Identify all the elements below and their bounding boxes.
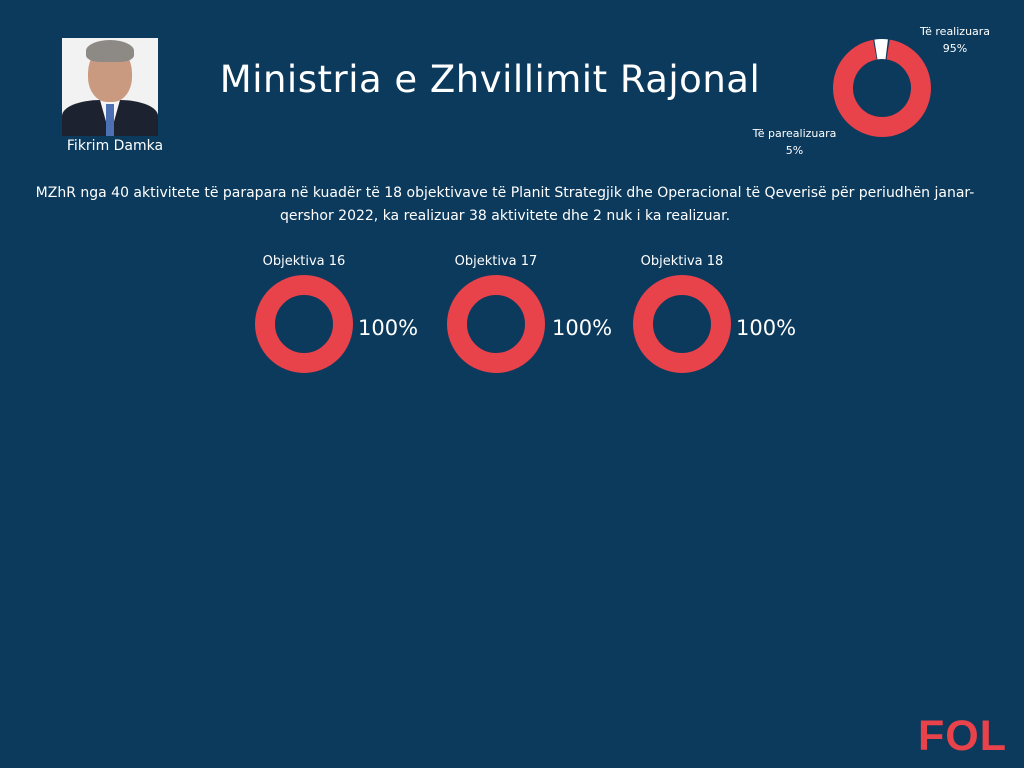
summary-text: MZhR nga 40 aktivitete të parapara në ku… <box>35 185 975 224</box>
donut-slice-0 <box>447 275 545 373</box>
objective-16-donut <box>255 275 353 373</box>
minister-name: Fikrim Damka <box>66 138 164 154</box>
objective-18-donut <box>633 275 731 373</box>
objective-16-percent: 100% <box>358 316 419 340</box>
objective-17-label: Objektiva 17 <box>454 254 538 269</box>
donut-slice-0 <box>833 39 931 137</box>
donut-slice-0 <box>633 275 731 373</box>
minister-photo <box>62 38 158 136</box>
summary-donut-chart <box>833 39 931 137</box>
objective-17-percent: 100% <box>552 316 613 340</box>
objective-18-label: Objektiva 18 <box>640 254 724 269</box>
legend-realized-label: Të realizuara <box>919 25 991 38</box>
legend-realized-value: 95% <box>942 42 968 55</box>
objective-17-donut <box>447 275 545 373</box>
donut-slice-0 <box>255 275 353 373</box>
legend-realized: Të realizuara 95% <box>895 23 1015 57</box>
page-title: Ministria e Zhvillimit Rajonal <box>219 58 761 101</box>
legend-unrealized-label: Të parealizuara <box>752 127 837 140</box>
objective-17: Objektiva 17 100% <box>446 254 646 374</box>
objective-16-label: Objektiva 16 <box>262 254 346 269</box>
objective-16: Objektiva 16 100% <box>254 254 454 374</box>
objective-18-percent: 100% <box>736 316 797 340</box>
fol-logo: FOL <box>918 712 1007 760</box>
objective-18: Objektiva 18 100% <box>632 254 832 374</box>
legend-unrealized-value: 5% <box>785 144 804 157</box>
legend-unrealized: Të parealizuara 5% <box>742 125 847 159</box>
